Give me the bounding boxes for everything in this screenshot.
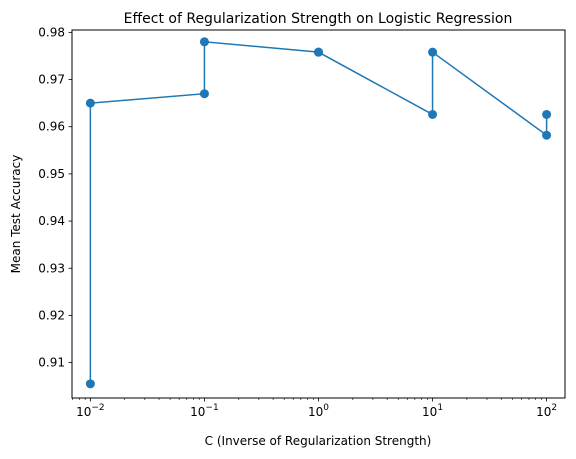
plot-frame [71,29,566,399]
data-point [85,379,95,389]
data-point [199,89,209,99]
data-point [428,109,438,119]
x-axis-label: C (Inverse of Regularization Strength) [205,434,432,448]
x-tick-label: 10−2 [76,403,105,419]
data-point [85,98,95,108]
y-tick-label: 0.92 [38,308,65,322]
y-tick-label: 0.95 [38,167,65,181]
chart-title: Effect of Regularization Strength on Log… [124,11,513,27]
x-tick-label: 101 [422,403,443,419]
y-tick-label: 0.97 [38,73,65,87]
y-tick-label: 0.94 [38,214,65,228]
data-point [542,130,552,140]
y-tick-label: 0.93 [38,261,65,275]
x-tick-label: 102 [536,403,557,419]
x-tick-label: 100 [308,403,329,419]
data-point [428,47,438,57]
y-tick-label: 0.91 [38,356,65,370]
y-axis-label: Mean Test Accuracy [9,155,23,274]
y-tick-label: 0.96 [38,120,65,134]
data-point [542,109,552,119]
series-line [89,40,548,384]
y-tick-label: 0.98 [38,25,65,39]
data-point [313,47,323,57]
x-tick-label: 10−1 [190,403,219,419]
data-point [199,37,209,47]
